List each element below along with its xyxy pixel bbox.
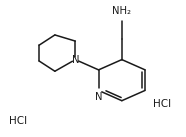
Text: HCl: HCl: [153, 99, 171, 109]
Text: HCl: HCl: [9, 116, 27, 126]
Text: N: N: [72, 55, 79, 65]
Text: N: N: [95, 92, 102, 102]
Text: NH₂: NH₂: [112, 6, 131, 16]
